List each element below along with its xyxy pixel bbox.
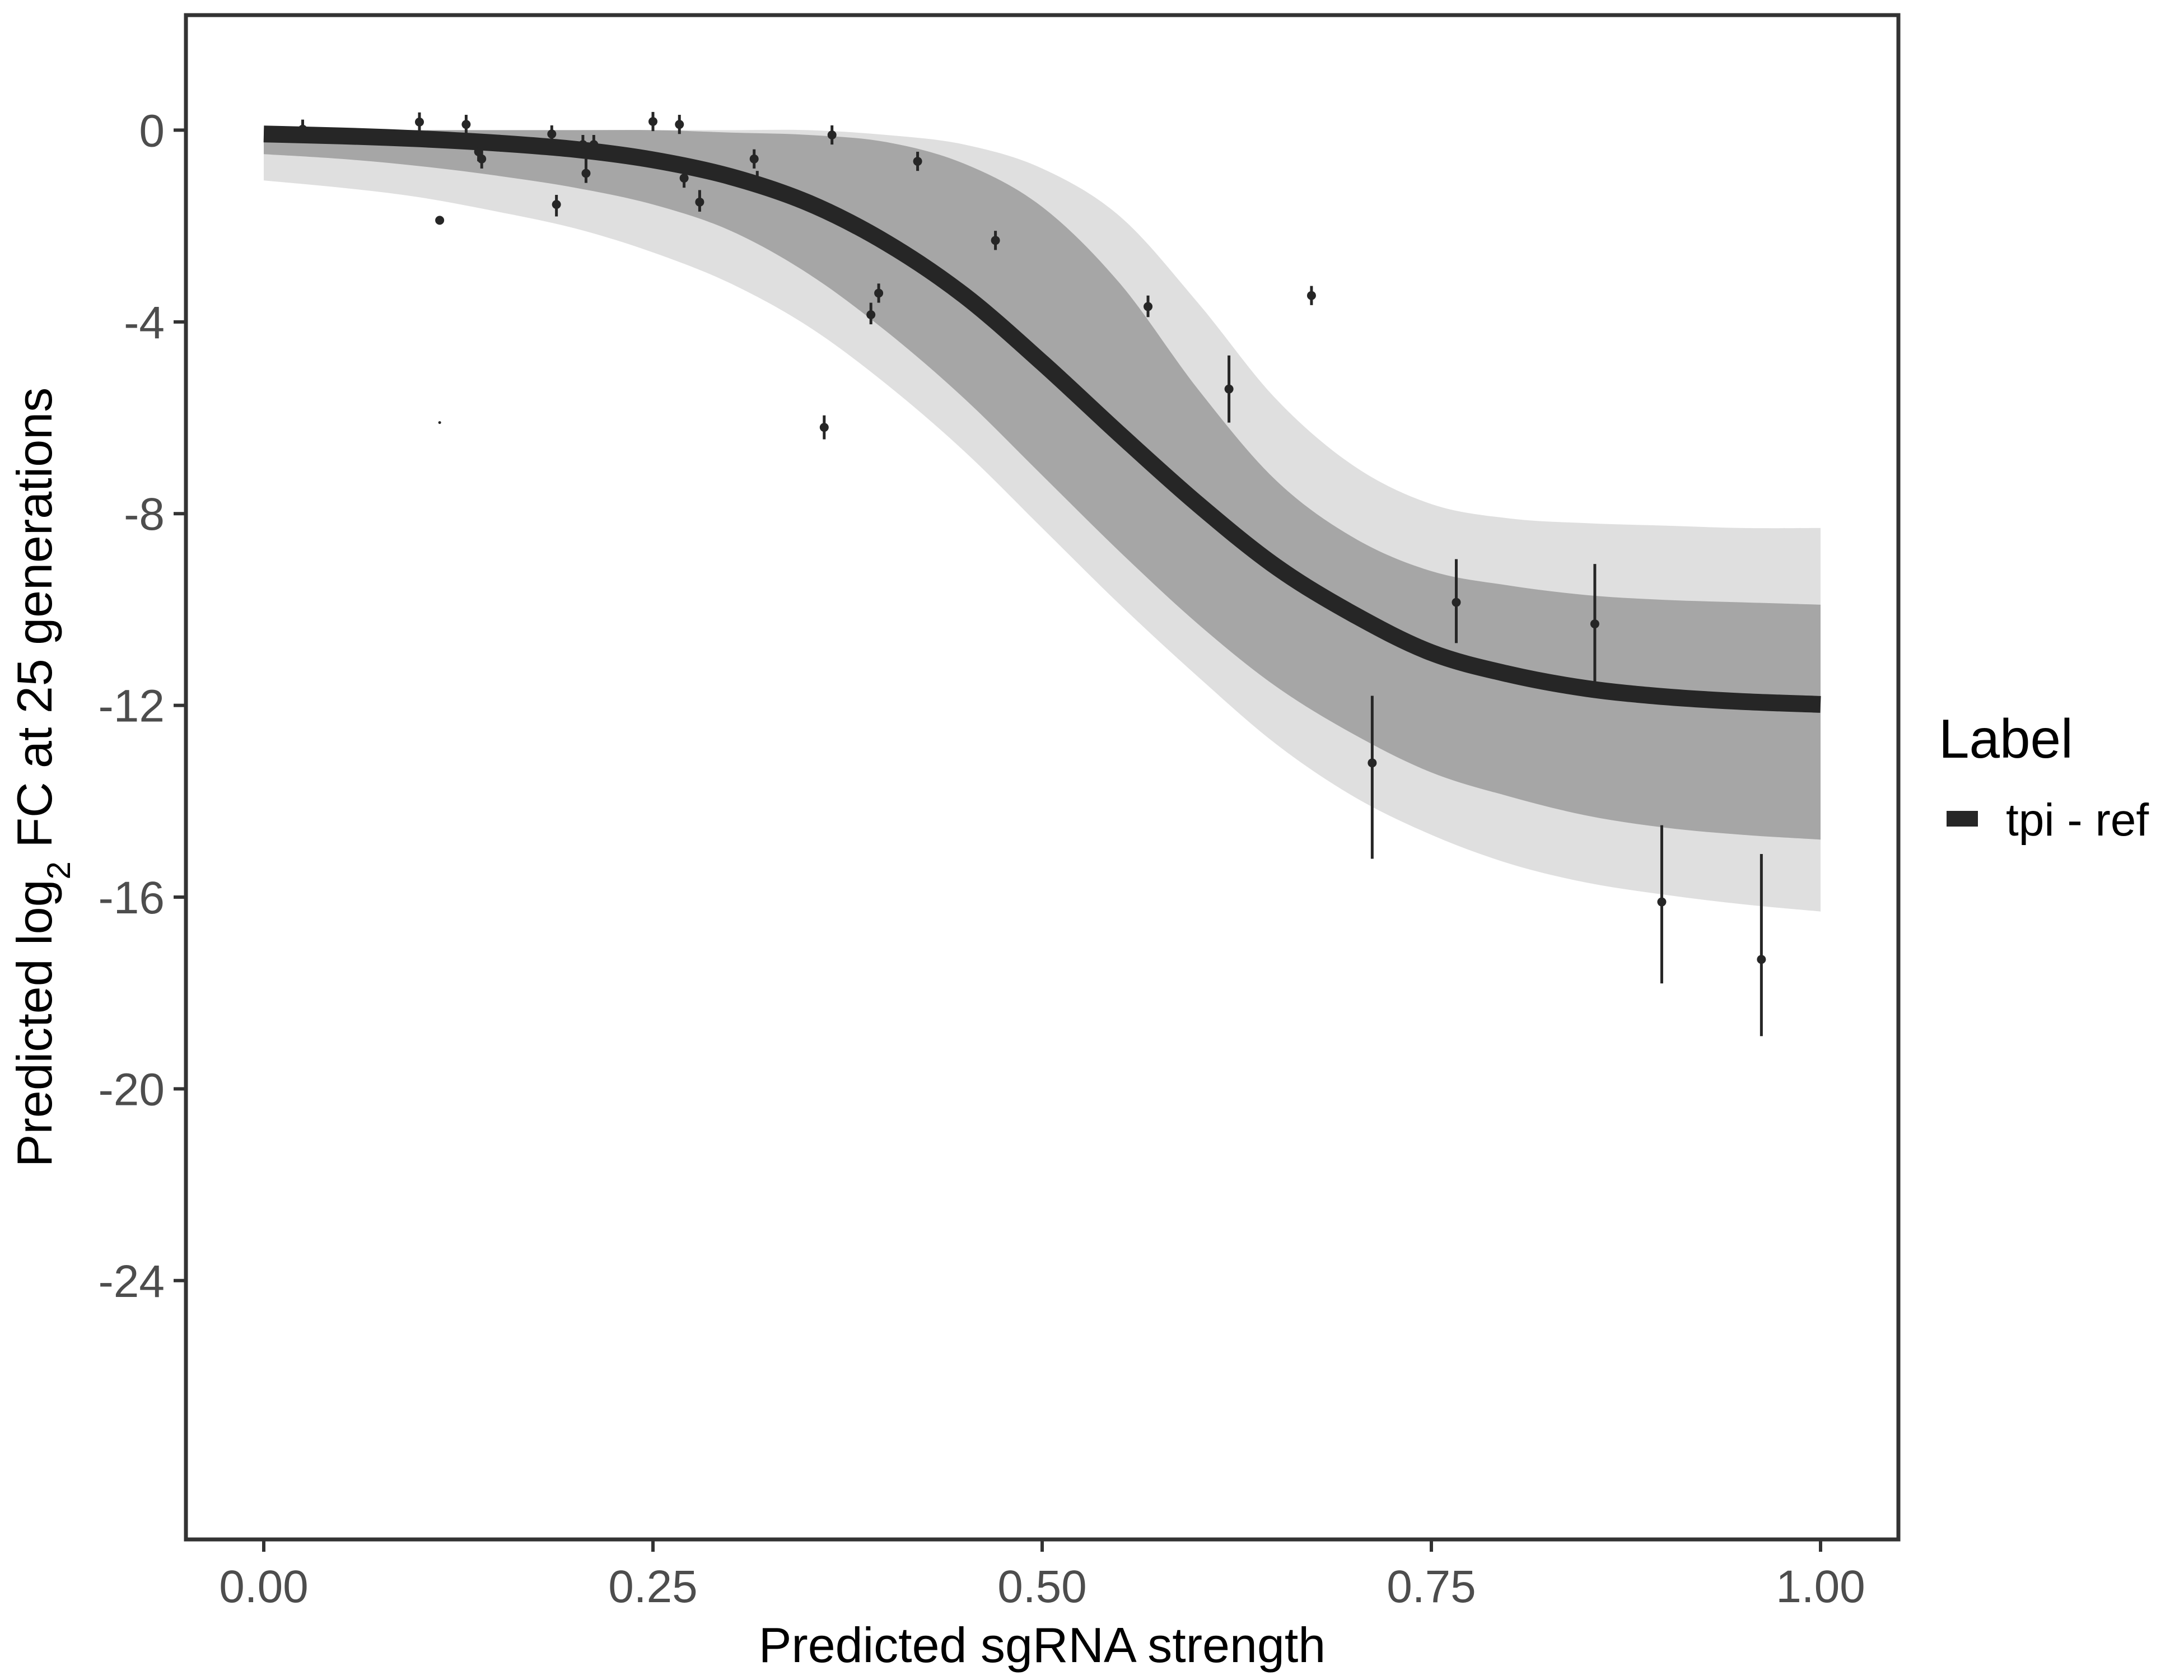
y-tick-label: -8 (124, 489, 165, 540)
posterior-inner-band (264, 130, 1821, 840)
data-point-22 (874, 283, 884, 303)
data-point-4 (438, 421, 441, 424)
data-point-14 (675, 115, 684, 134)
data-point-28 (1368, 696, 1377, 859)
point-marker (477, 154, 487, 164)
data-point-16 (695, 190, 704, 212)
point-marker (874, 288, 884, 298)
data-point-1 (298, 119, 307, 136)
point-marker (753, 176, 762, 185)
data-point-15 (679, 168, 689, 188)
x-tick-label: 0.00 (219, 1561, 309, 1612)
data-point-30 (1590, 564, 1599, 682)
data-point-5 (461, 115, 471, 136)
data-point-23 (913, 151, 922, 171)
data-point-26 (1224, 355, 1234, 423)
x-tick-label: 0.75 (1387, 1561, 1476, 1612)
y-tick-label: -20 (98, 1064, 165, 1115)
data-point-25 (1144, 295, 1153, 318)
point-marker (589, 140, 599, 150)
plot-panel-border (184, 13, 1901, 1542)
legend-title: Label (1939, 708, 2073, 769)
legend: Label tpi - ref (1939, 708, 2149, 846)
point-marker (749, 154, 759, 164)
data-point-31 (1657, 825, 1667, 984)
point-marker (991, 236, 1000, 245)
y-axis-title-prefix: Predicted log (7, 879, 62, 1167)
point-marker (1224, 384, 1234, 394)
x-axis-title: Predicted sgRNA strength (759, 1617, 1326, 1673)
data-points-layer (298, 111, 1766, 1037)
point-marker (648, 117, 657, 127)
fit-curve-layer (263, 125, 1821, 713)
point-marker (679, 174, 689, 183)
data-point-17 (749, 149, 759, 169)
data-point-13 (648, 111, 657, 132)
fit-curve-line (263, 125, 1821, 713)
point-marker (1757, 955, 1766, 964)
y-axis-title-subscript: 2 (41, 861, 77, 879)
data-point-7 (477, 149, 487, 169)
data-point-27 (1306, 286, 1316, 305)
point-marker (695, 197, 704, 207)
point-marker (435, 216, 445, 225)
point-marker (1590, 619, 1599, 629)
point-marker (578, 140, 587, 150)
point-marker (552, 200, 561, 209)
y-tick-label: -12 (98, 681, 165, 732)
point-marker (461, 120, 471, 129)
x-tick-label: 0.25 (608, 1561, 698, 1612)
y-axis: 0 -4 -8 -12 -16 -20 -24 (98, 105, 184, 1307)
y-axis-title-suffix: FC at 25 generations (7, 388, 62, 861)
data-point-11 (581, 158, 591, 183)
point-marker (675, 120, 684, 129)
point-marker (438, 421, 441, 424)
legend-key-tpi-ref (1947, 811, 1978, 827)
point-marker (1657, 897, 1667, 907)
data-point-32 (1757, 853, 1766, 1037)
data-point-21 (866, 302, 876, 325)
y-axis-title: Predicted log2 FC at 25 generations (7, 388, 77, 1167)
point-marker (547, 129, 557, 139)
data-point-8 (547, 125, 557, 145)
point-marker (827, 130, 837, 139)
point-marker (913, 157, 922, 166)
data-point-18 (753, 171, 762, 188)
data-point-10 (578, 134, 587, 155)
point-marker (1368, 758, 1377, 768)
y-tick-label: -16 (98, 872, 165, 923)
data-point-19 (819, 415, 829, 440)
y-tick-label: 0 (139, 105, 165, 156)
point-marker (1306, 291, 1316, 300)
y-tick-label: -4 (124, 297, 165, 348)
point-marker (581, 169, 591, 178)
point-marker (1452, 598, 1461, 607)
point-marker (415, 117, 424, 127)
point-marker (298, 124, 307, 134)
data-point-2 (415, 112, 424, 134)
data-point-3 (435, 216, 445, 225)
data-point-24 (991, 231, 1000, 250)
point-marker (1144, 302, 1153, 311)
x-tick-label: 0.50 (997, 1561, 1087, 1612)
posterior-inner-region (264, 130, 1821, 840)
point-marker (819, 423, 829, 432)
data-point-12 (589, 134, 599, 155)
x-axis: 0.00 0.25 0.50 0.75 1.00 (219, 1541, 1865, 1612)
data-point-9 (552, 194, 561, 217)
data-point-29 (1452, 559, 1461, 643)
x-tick-label: 1.00 (1776, 1561, 1865, 1612)
data-point-20 (827, 125, 837, 145)
y-tick-label: -24 (98, 1256, 165, 1307)
point-marker (866, 310, 876, 319)
legend-label-tpi-ref: tpi - ref (2006, 795, 2149, 846)
